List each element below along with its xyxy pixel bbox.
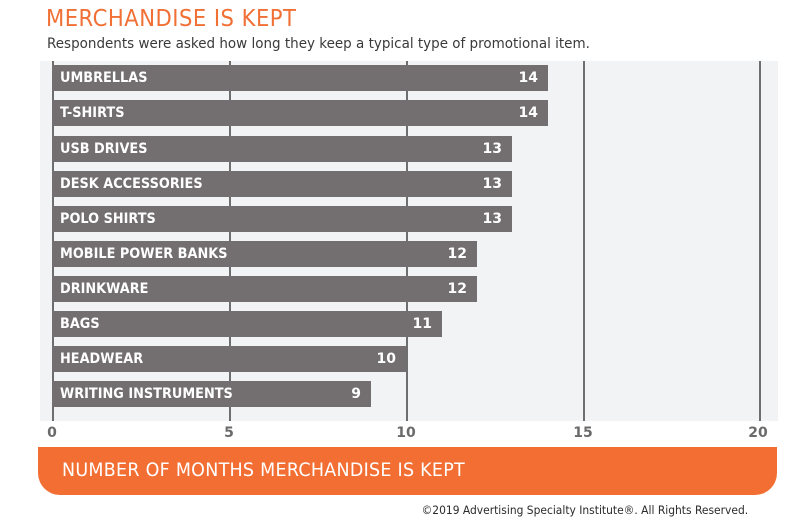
bar-value: 11	[412, 316, 432, 332]
bar-label: POLO SHIRTS	[60, 211, 156, 227]
bar-value: 13	[482, 141, 502, 157]
bar-polo-shirts: POLO SHIRTS 13	[52, 206, 512, 232]
bar-value: 12	[447, 246, 467, 262]
bar-value: 14	[518, 70, 538, 86]
bar-writing-instruments: WRITING INSTRUMENTS 9	[52, 381, 371, 407]
bar-mobile-power-banks: MOBILE POWER BANKS 12	[52, 241, 477, 267]
chart-title: MERCHANDISE IS KEPT	[46, 6, 297, 32]
x-axis-title-band: NUMBER OF MONTHS MERCHANDISE IS KEPT	[38, 447, 777, 495]
bar-value: 12	[447, 281, 467, 297]
bar-label: MOBILE POWER BANKS	[60, 246, 228, 262]
bar-label: UMBRELLAS	[60, 70, 148, 86]
x-tick-0: 0	[47, 425, 57, 441]
bar-drinkware: DRINKWARE 12	[52, 276, 477, 302]
bar-value: 9	[351, 386, 361, 402]
x-tick-10: 10	[396, 425, 416, 441]
x-tick-20: 20	[748, 425, 768, 441]
bar-label: DRINKWARE	[60, 281, 149, 297]
bar-label: T-SHIRTS	[60, 105, 125, 121]
bar-usb-drives: USB DRIVES 13	[52, 136, 512, 162]
bar-headwear: HEADWEAR 10	[52, 346, 406, 372]
bar-label: HEADWEAR	[60, 351, 144, 367]
gridline-20	[759, 61, 761, 421]
bar-value: 13	[482, 211, 502, 227]
bar-umbrellas: UMBRELLAS 14	[52, 65, 548, 91]
chart-subtitle: Respondents were asked how long they kee…	[47, 36, 590, 52]
x-tick-5: 5	[224, 425, 234, 441]
bar-label: DESK ACCESSORIES	[60, 176, 203, 192]
bar-label: BAGS	[60, 316, 100, 332]
bar-desk-accessories: DESK ACCESSORIES 13	[52, 171, 512, 197]
bar-t-shirts: T-SHIRTS 14	[52, 100, 548, 126]
gridline-15	[583, 61, 585, 421]
bar-label: WRITING INSTRUMENTS	[60, 386, 233, 402]
x-axis-title: NUMBER OF MONTHS MERCHANDISE IS KEPT	[62, 459, 466, 481]
plot-area: UMBRELLAS 14 T-SHIRTS 14 USB DRIVES 13 D…	[40, 61, 778, 421]
bar-value: 14	[518, 105, 538, 121]
bar-label: USB DRIVES	[60, 141, 148, 157]
bar-value: 10	[376, 351, 396, 367]
copyright-notice: ©2019 Advertising Specialty Institute®. …	[421, 503, 748, 517]
bar-bags: BAGS 11	[52, 311, 442, 337]
x-tick-15: 15	[573, 425, 593, 441]
bar-value: 13	[482, 176, 502, 192]
